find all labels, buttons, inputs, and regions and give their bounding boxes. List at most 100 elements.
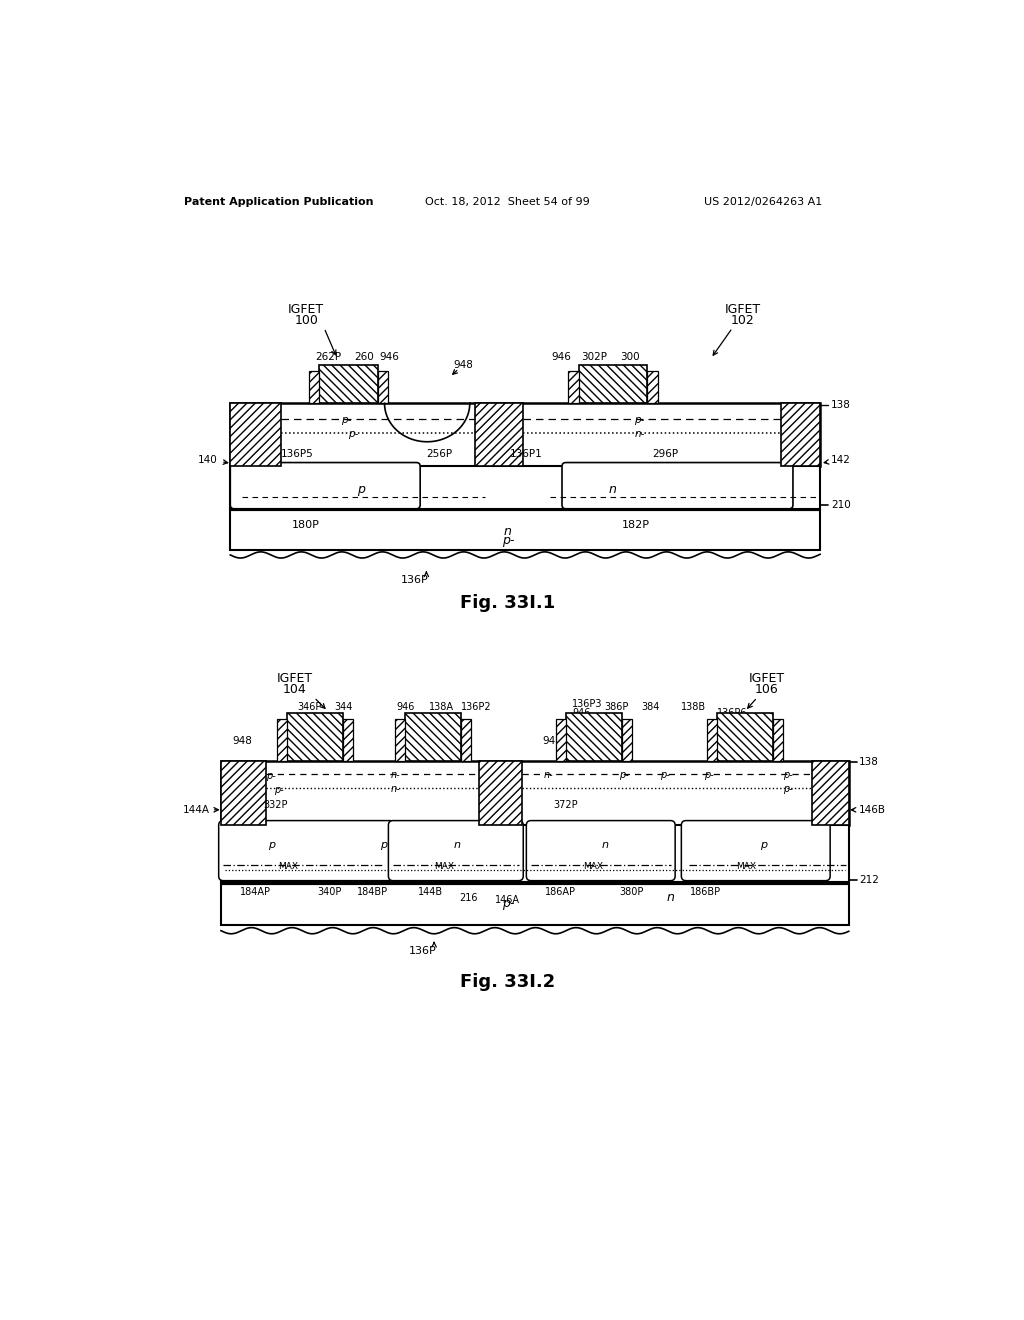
Text: 212: 212: [859, 875, 879, 884]
Text: 372P: 372P: [554, 800, 579, 810]
Text: MAX: MAX: [434, 862, 455, 871]
Text: p-: p-: [266, 771, 276, 781]
Bar: [717, 713, 773, 760]
Text: 106: 106: [755, 684, 778, 696]
Bar: [230, 466, 820, 508]
Text: 136P1: 136P1: [510, 449, 543, 459]
Text: 140: 140: [199, 455, 218, 465]
Text: 946: 946: [379, 352, 399, 362]
Text: 262P: 262P: [315, 352, 341, 362]
Text: p: p: [356, 483, 365, 496]
Text: p-: p-: [705, 770, 714, 780]
Text: p-: p-: [783, 770, 794, 780]
Bar: [221, 825, 849, 882]
Bar: [221, 760, 849, 825]
Text: p-: p-: [341, 416, 351, 425]
Bar: [230, 404, 820, 466]
Text: Fig. 33I.2: Fig. 33I.2: [460, 973, 555, 991]
Text: n-: n-: [390, 770, 400, 780]
Text: p: p: [380, 841, 387, 850]
Bar: [475, 404, 523, 466]
Bar: [461, 719, 471, 760]
Text: n: n: [504, 524, 512, 537]
FancyBboxPatch shape: [526, 821, 675, 880]
Text: p-: p-: [620, 770, 629, 780]
Text: 144B: 144B: [418, 887, 442, 898]
Text: 380P: 380P: [620, 887, 644, 898]
Text: 184BP: 184BP: [356, 887, 388, 898]
Text: 946: 946: [396, 702, 415, 711]
Bar: [568, 371, 579, 404]
Text: 144A: 144A: [182, 805, 209, 814]
Text: MAX: MAX: [583, 862, 603, 871]
Text: 256P: 256P: [426, 449, 453, 459]
Text: 138: 138: [859, 758, 879, 767]
Text: p-: p-: [502, 533, 514, 546]
FancyBboxPatch shape: [219, 821, 394, 880]
FancyBboxPatch shape: [562, 462, 793, 508]
Bar: [556, 719, 566, 760]
Bar: [647, 371, 658, 404]
FancyBboxPatch shape: [681, 821, 830, 880]
Text: n: n: [454, 841, 461, 850]
Text: 136P: 136P: [409, 946, 436, 957]
Text: 138: 138: [830, 400, 851, 409]
Text: 386P: 386P: [604, 702, 629, 711]
Text: 946: 946: [551, 352, 571, 362]
Bar: [707, 719, 717, 760]
Bar: [780, 404, 820, 466]
Text: Oct. 18, 2012  Sheet 54 of 99: Oct. 18, 2012 Sheet 54 of 99: [425, 197, 590, 207]
FancyBboxPatch shape: [230, 462, 420, 508]
Text: US 2012/0264263 A1: US 2012/0264263 A1: [705, 197, 822, 207]
Text: 260: 260: [354, 352, 374, 362]
Text: 136P: 136P: [400, 576, 429, 585]
Text: 216: 216: [460, 892, 478, 903]
Text: 948: 948: [232, 735, 253, 746]
Text: 332P: 332P: [263, 800, 288, 810]
Bar: [395, 719, 406, 760]
FancyBboxPatch shape: [388, 821, 523, 880]
Text: 340P: 340P: [317, 887, 342, 898]
Bar: [230, 510, 820, 549]
Text: 210: 210: [830, 500, 851, 510]
Bar: [343, 719, 352, 760]
Text: 346P: 346P: [297, 702, 322, 711]
Text: p: p: [268, 841, 274, 850]
Bar: [319, 364, 378, 404]
Text: n: n: [601, 841, 608, 850]
Text: p: p: [760, 841, 767, 850]
Bar: [579, 364, 647, 404]
Text: 138B: 138B: [681, 702, 707, 711]
Text: 384: 384: [641, 702, 659, 711]
Text: Patent Application Publication: Patent Application Publication: [184, 197, 374, 207]
Text: 142: 142: [830, 455, 851, 465]
Text: MAX: MAX: [735, 862, 756, 871]
Text: 296P: 296P: [652, 449, 678, 459]
Bar: [622, 719, 632, 760]
Text: 186AP: 186AP: [545, 887, 575, 898]
Text: 104: 104: [283, 684, 306, 696]
Text: p-: p-: [274, 785, 284, 795]
Text: p-: p-: [783, 784, 794, 795]
Bar: [287, 713, 343, 760]
Text: 100: 100: [294, 314, 318, 326]
Text: 136P2: 136P2: [462, 702, 493, 711]
Text: MAX: MAX: [279, 862, 298, 871]
Bar: [812, 760, 849, 825]
Text: 948: 948: [543, 735, 562, 746]
Text: 146B: 146B: [859, 805, 886, 814]
Text: 136P6: 136P6: [717, 708, 748, 718]
Text: 186BP: 186BP: [690, 887, 721, 898]
Text: 948: 948: [454, 360, 473, 370]
Bar: [221, 884, 849, 925]
Bar: [230, 404, 282, 466]
Text: n: n: [608, 483, 616, 496]
Text: n-: n-: [544, 770, 554, 780]
Text: IGFET: IGFET: [276, 672, 312, 685]
Bar: [773, 719, 783, 760]
Bar: [566, 713, 622, 760]
Bar: [308, 371, 319, 404]
Text: n-: n-: [634, 429, 645, 440]
Text: 182P: 182P: [622, 520, 649, 529]
Text: 138A: 138A: [429, 702, 455, 711]
